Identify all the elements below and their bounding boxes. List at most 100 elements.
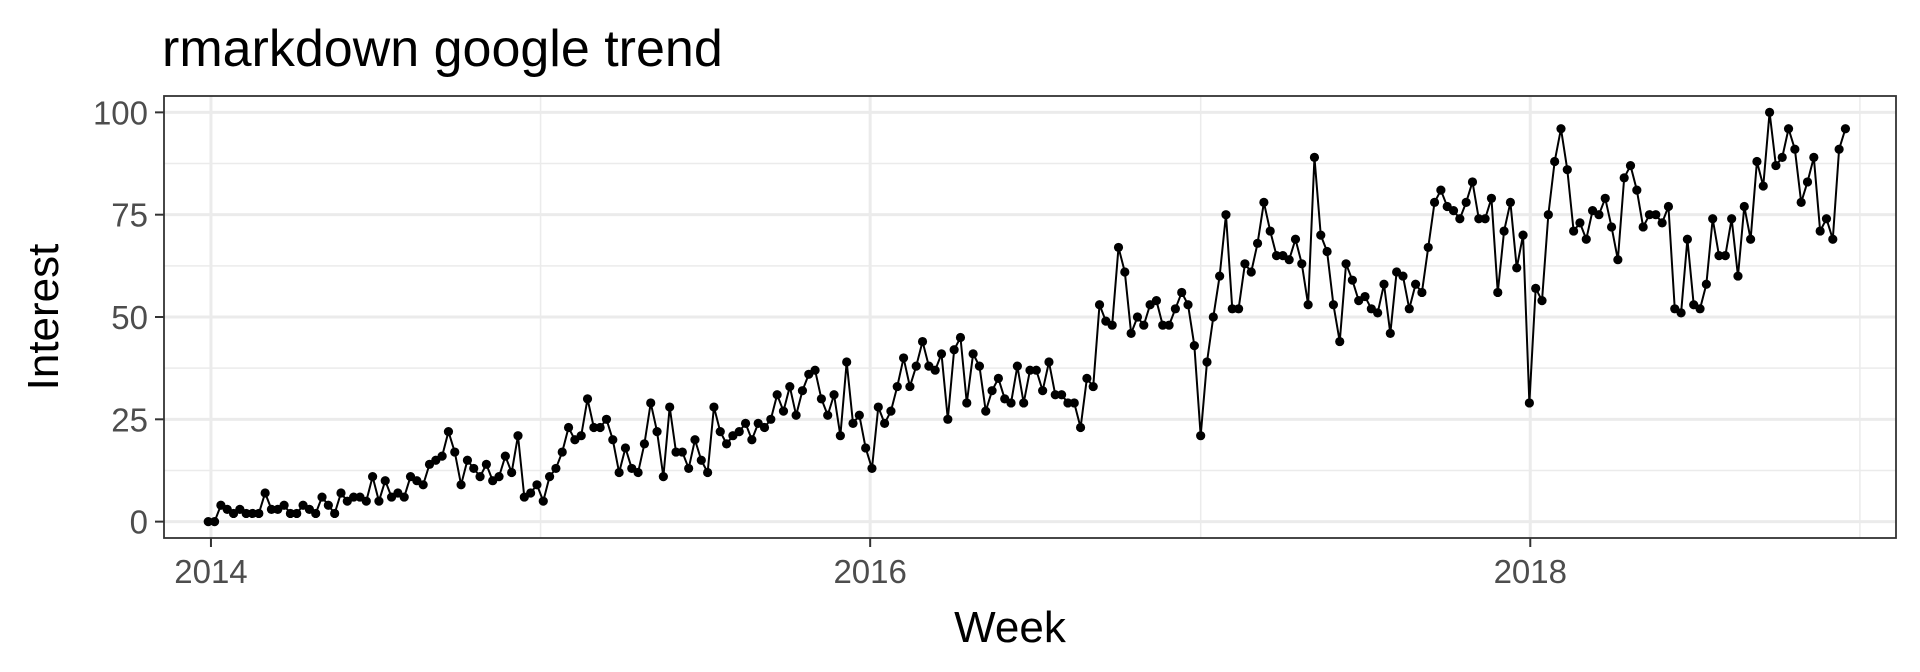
data-point [241, 508, 251, 519]
data-point [1613, 255, 1623, 265]
data-point [1183, 300, 1193, 310]
data-point [1031, 365, 1041, 375]
data-point [1297, 259, 1307, 269]
data-point [203, 517, 213, 527]
data-point [1423, 242, 1433, 253]
data-point [949, 345, 959, 355]
data-point [380, 476, 390, 486]
data-point [835, 431, 845, 441]
data-point [911, 361, 921, 371]
data-point [1417, 287, 1427, 298]
data-point [1518, 230, 1528, 240]
data-point [1701, 279, 1711, 289]
data-point [443, 426, 454, 437]
data-point [507, 467, 517, 478]
data-point [1448, 205, 1459, 216]
y-axis-title: Interest [19, 244, 68, 391]
data-point [1132, 312, 1143, 322]
data-point [848, 418, 858, 429]
data-point [1834, 144, 1844, 154]
axes: 0 25 50 75 100 2014 2016 2018 [93, 94, 1567, 590]
data-point [1758, 181, 1768, 191]
data-point [576, 431, 586, 441]
data-point [943, 414, 953, 424]
grid-lines [164, 96, 1896, 538]
data-point [1259, 197, 1269, 208]
data-point [1493, 287, 1503, 298]
data-point [513, 431, 523, 441]
data-point [1752, 156, 1762, 167]
data-point [1783, 124, 1794, 134]
data-point [285, 508, 296, 519]
data-point [671, 447, 681, 457]
data-point [696, 455, 706, 465]
data-point [1480, 214, 1490, 224]
data-point [1265, 226, 1275, 236]
data-point [1158, 320, 1168, 330]
data-point [747, 435, 757, 445]
data-point [494, 472, 504, 482]
data-point [1682, 234, 1692, 244]
data-point [1107, 320, 1117, 330]
data-point [1309, 152, 1320, 162]
data-point [1625, 160, 1636, 171]
data-point [279, 500, 289, 510]
data-point [1512, 263, 1522, 273]
data-point [1398, 271, 1408, 281]
data-point [368, 472, 378, 482]
data-point [456, 480, 466, 490]
data-point [1790, 144, 1800, 154]
data-point [1240, 259, 1250, 269]
data-point [1075, 422, 1086, 433]
data-point [734, 426, 744, 437]
data-point [633, 467, 643, 478]
data-point [1139, 320, 1149, 330]
data-point [930, 365, 940, 375]
x-tick-label: 2014 [174, 553, 247, 590]
data-point [1063, 398, 1073, 408]
data-point [1429, 197, 1440, 208]
data-point [1619, 173, 1629, 183]
data-point [1436, 185, 1446, 195]
data-point [772, 390, 782, 400]
chart-title: rmarkdown google trend [162, 20, 723, 78]
data-point [1828, 234, 1838, 244]
data-point [437, 451, 447, 461]
data-point [1227, 304, 1237, 314]
data-point [481, 459, 491, 469]
data-point [652, 426, 662, 437]
data-point [677, 447, 687, 457]
data-point [1151, 296, 1162, 306]
data-point [557, 447, 567, 457]
data-point [962, 398, 972, 408]
data-point [1335, 336, 1345, 347]
data-point [266, 504, 277, 514]
data-point [1524, 398, 1534, 408]
data-point [1676, 308, 1686, 318]
data-point [1499, 226, 1509, 236]
data-point [1057, 390, 1067, 400]
data-point [1373, 308, 1383, 318]
data-point [1347, 275, 1357, 285]
y-tick-label: 25 [111, 401, 148, 438]
data-point [791, 410, 801, 420]
data-point [1322, 246, 1332, 257]
data-point [526, 488, 536, 498]
data-point [1202, 357, 1212, 367]
data-point [1189, 341, 1199, 351]
data-point [1094, 300, 1105, 310]
data-point [1594, 210, 1604, 220]
data-point [759, 422, 770, 433]
data-point [1531, 283, 1541, 293]
data-point [1638, 222, 1648, 232]
x-tick-label: 2016 [833, 553, 906, 590]
data-point [898, 353, 909, 363]
data-point [1025, 365, 1035, 375]
data-point [1708, 214, 1718, 224]
data-point [1461, 197, 1471, 208]
data-point [1050, 390, 1060, 400]
x-axis-title: Week [954, 603, 1067, 652]
data-point [1720, 251, 1730, 261]
data-point [639, 439, 650, 449]
data-point [1727, 214, 1737, 224]
